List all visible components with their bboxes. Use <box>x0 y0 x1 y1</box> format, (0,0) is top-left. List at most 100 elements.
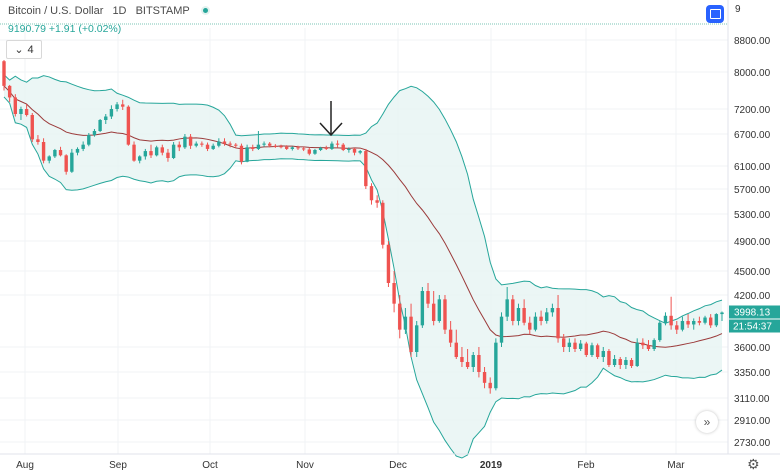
candle-body <box>318 147 323 150</box>
candle-body <box>256 144 261 149</box>
candle-body <box>364 151 368 187</box>
candle-body <box>92 131 97 136</box>
candle-body <box>595 345 600 357</box>
candle-body <box>567 342 572 347</box>
price-tick-label: 4500.00 <box>734 267 771 278</box>
candle-body <box>211 145 215 149</box>
candle-body <box>646 345 651 349</box>
time-tick-label: Dec <box>389 460 407 471</box>
candle-body <box>624 360 628 365</box>
time-axis: Aug Sep Oct Nov Dec 2019 Feb Mar <box>0 453 780 471</box>
candle-body <box>217 141 221 146</box>
candle-body <box>465 362 470 367</box>
candle-body <box>87 135 91 145</box>
candle-body <box>590 345 594 355</box>
gear-icon[interactable]: ⚙ <box>747 456 760 472</box>
countdown-badge <box>729 319 780 333</box>
candle-body <box>160 147 164 153</box>
candle-body <box>268 143 272 146</box>
candle-body <box>13 97 18 114</box>
price-quote: 9190.79 +1.91 (+0.02%) <box>8 23 122 35</box>
candle-body <box>81 144 85 149</box>
candle-body <box>629 360 634 366</box>
candle-body <box>381 202 385 245</box>
candle-body <box>686 321 690 325</box>
candle-body <box>47 156 51 161</box>
candle-body <box>64 155 68 172</box>
price-tick-label: 3110.00 <box>734 394 770 405</box>
candle-body <box>612 359 617 365</box>
candle-body <box>290 147 295 149</box>
candle-body <box>375 200 379 203</box>
candle-body <box>578 343 583 349</box>
candle-body <box>177 144 181 148</box>
candle-body <box>550 308 555 313</box>
indicators-toggle-button[interactable]: ⌄ 4 <box>6 40 42 59</box>
candle-body <box>454 342 458 357</box>
time-tick-label: Nov <box>296 460 314 471</box>
candle-body <box>409 316 413 352</box>
candle-body <box>601 351 605 357</box>
candle-body <box>154 147 159 156</box>
candle-body <box>228 143 232 145</box>
candle-body <box>284 146 289 149</box>
candle-body <box>545 312 549 321</box>
candle-body <box>708 317 713 326</box>
candle-body <box>273 145 278 147</box>
candle-body <box>188 136 193 146</box>
time-tick-label: Sep <box>109 460 127 471</box>
candle-body <box>482 372 487 383</box>
fullscreen-icon[interactable] <box>706 5 724 23</box>
candle-body <box>121 104 125 107</box>
candle-body <box>714 314 719 326</box>
bollinger-upper-line <box>3 74 723 324</box>
candle-body <box>200 143 204 145</box>
candle-body <box>70 152 74 172</box>
candle-body <box>675 325 679 330</box>
symbol-name[interactable]: Bitcoin / U.S. Dollar <box>8 5 104 17</box>
arrow-annotation <box>319 101 343 137</box>
candle-body <box>234 144 238 146</box>
candle-body <box>335 143 340 145</box>
candle-body <box>296 147 300 149</box>
price-axis-top-tick: 9 <box>735 4 741 15</box>
price-tick-label: 5300.00 <box>734 210 771 221</box>
candle-body <box>347 148 351 150</box>
candle-body <box>149 151 153 156</box>
candle-body <box>19 109 23 114</box>
candle-body <box>7 85 12 98</box>
candle-body <box>183 136 187 148</box>
price-tick-label: 3350.00 <box>734 368 771 379</box>
candle-body <box>262 143 266 145</box>
price-tick-label: 3600.00 <box>734 343 771 354</box>
candle-body <box>53 150 57 157</box>
candle-body <box>420 291 425 326</box>
candle-body <box>104 116 108 120</box>
candle-body <box>324 147 328 149</box>
candle-body <box>437 299 442 321</box>
time-tick-label: Mar <box>667 460 685 471</box>
candle-body <box>415 325 419 352</box>
candle-body <box>352 148 357 153</box>
candle-body <box>556 308 560 339</box>
price-tick-label: 4200.00 <box>734 291 771 302</box>
candle-body <box>703 317 707 323</box>
scroll-to-realtime-button[interactable]: » <box>696 411 718 433</box>
price-tick-label: 8000.00 <box>734 68 771 79</box>
candle-body <box>36 139 40 142</box>
candle-body <box>584 343 589 355</box>
time-tick-label: Oct <box>202 460 218 471</box>
candle-body <box>245 147 249 162</box>
candle-body <box>115 104 119 109</box>
candle-body <box>448 329 453 343</box>
candle-body <box>680 321 685 330</box>
candle-body <box>516 308 521 321</box>
candle-body <box>171 144 176 158</box>
last-price-label: 3998.13 <box>734 307 771 318</box>
candle-body <box>58 150 63 156</box>
candle-body <box>663 315 668 323</box>
interval-label[interactable]: 1D <box>112 5 127 17</box>
price-tick-label: 6100.00 <box>734 162 771 173</box>
